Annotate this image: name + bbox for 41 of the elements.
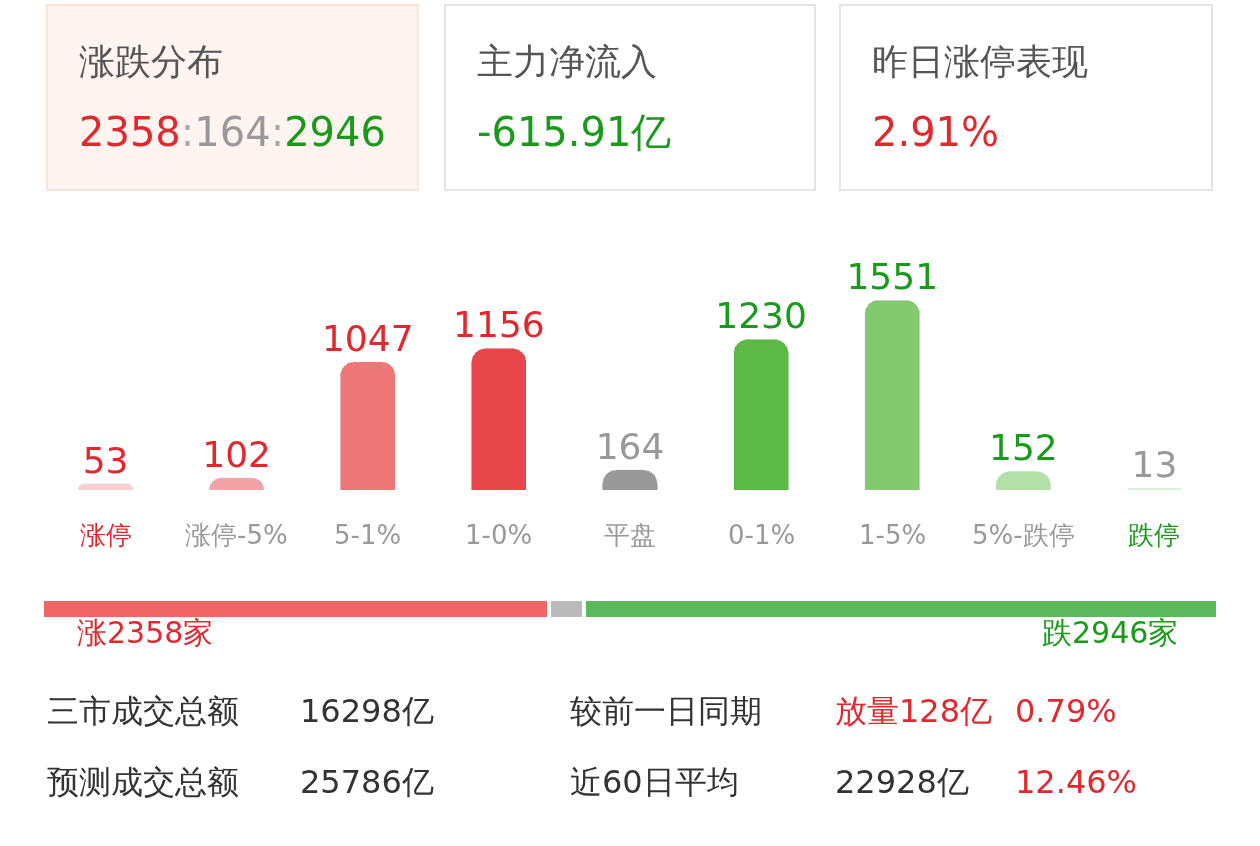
data-label: 涨2358家 [77, 615, 214, 650]
data-label: 53 [82, 439, 129, 481]
x-tick-label: 涨停-5% [185, 520, 288, 550]
text: -615.91亿 [477, 109, 672, 155]
x-tick-label: 1-0% [465, 520, 533, 550]
x-tick-label: 1-5% [859, 520, 927, 550]
bar [864, 300, 921, 490]
data-label: 102 [202, 433, 272, 475]
x-tick-label: 平盘 [604, 520, 656, 550]
text: 主力净流入 [477, 41, 657, 82]
data-label: 1156 [453, 304, 545, 346]
bar [733, 339, 789, 490]
text: 25786亿 [300, 763, 434, 801]
text: 预测成交总额 [47, 763, 239, 801]
text: 0.79% [1015, 692, 1117, 730]
text: 22928亿 [835, 763, 969, 801]
text: 2358:164:2946 [79, 109, 386, 155]
x-tick-label: 0-1% [728, 520, 796, 550]
text: 较前一日同期 [570, 692, 762, 730]
x-tick-label: 跌停 [1128, 520, 1180, 550]
text: 12.46% [1015, 763, 1138, 801]
x-tick-label: 涨停 [80, 520, 132, 550]
text: 三市成交总额 [47, 692, 239, 730]
data-label: 13 [1131, 444, 1178, 486]
data-label: 1230 [715, 295, 807, 337]
data-label: 跌2946家 [1042, 615, 1179, 650]
text: 放量128亿 [835, 692, 993, 730]
text: 16298亿 [300, 692, 434, 730]
x-tick-label: 5-1% [334, 520, 402, 550]
bar [77, 483, 134, 490]
bar [339, 361, 396, 490]
data-label: 1047 [321, 317, 414, 359]
text: 近60日平均 [570, 763, 739, 801]
x-tick-label: 5%-跌停 [972, 520, 1075, 550]
text: 昨日涨停表现 [872, 41, 1088, 82]
text: 2.91% [872, 109, 1000, 155]
data-label: 164 [595, 425, 665, 467]
text: 涨跌分布 [79, 41, 223, 82]
data-label: 152 [988, 427, 1058, 469]
bar [471, 348, 527, 490]
data-label: 1551 [846, 256, 939, 297]
